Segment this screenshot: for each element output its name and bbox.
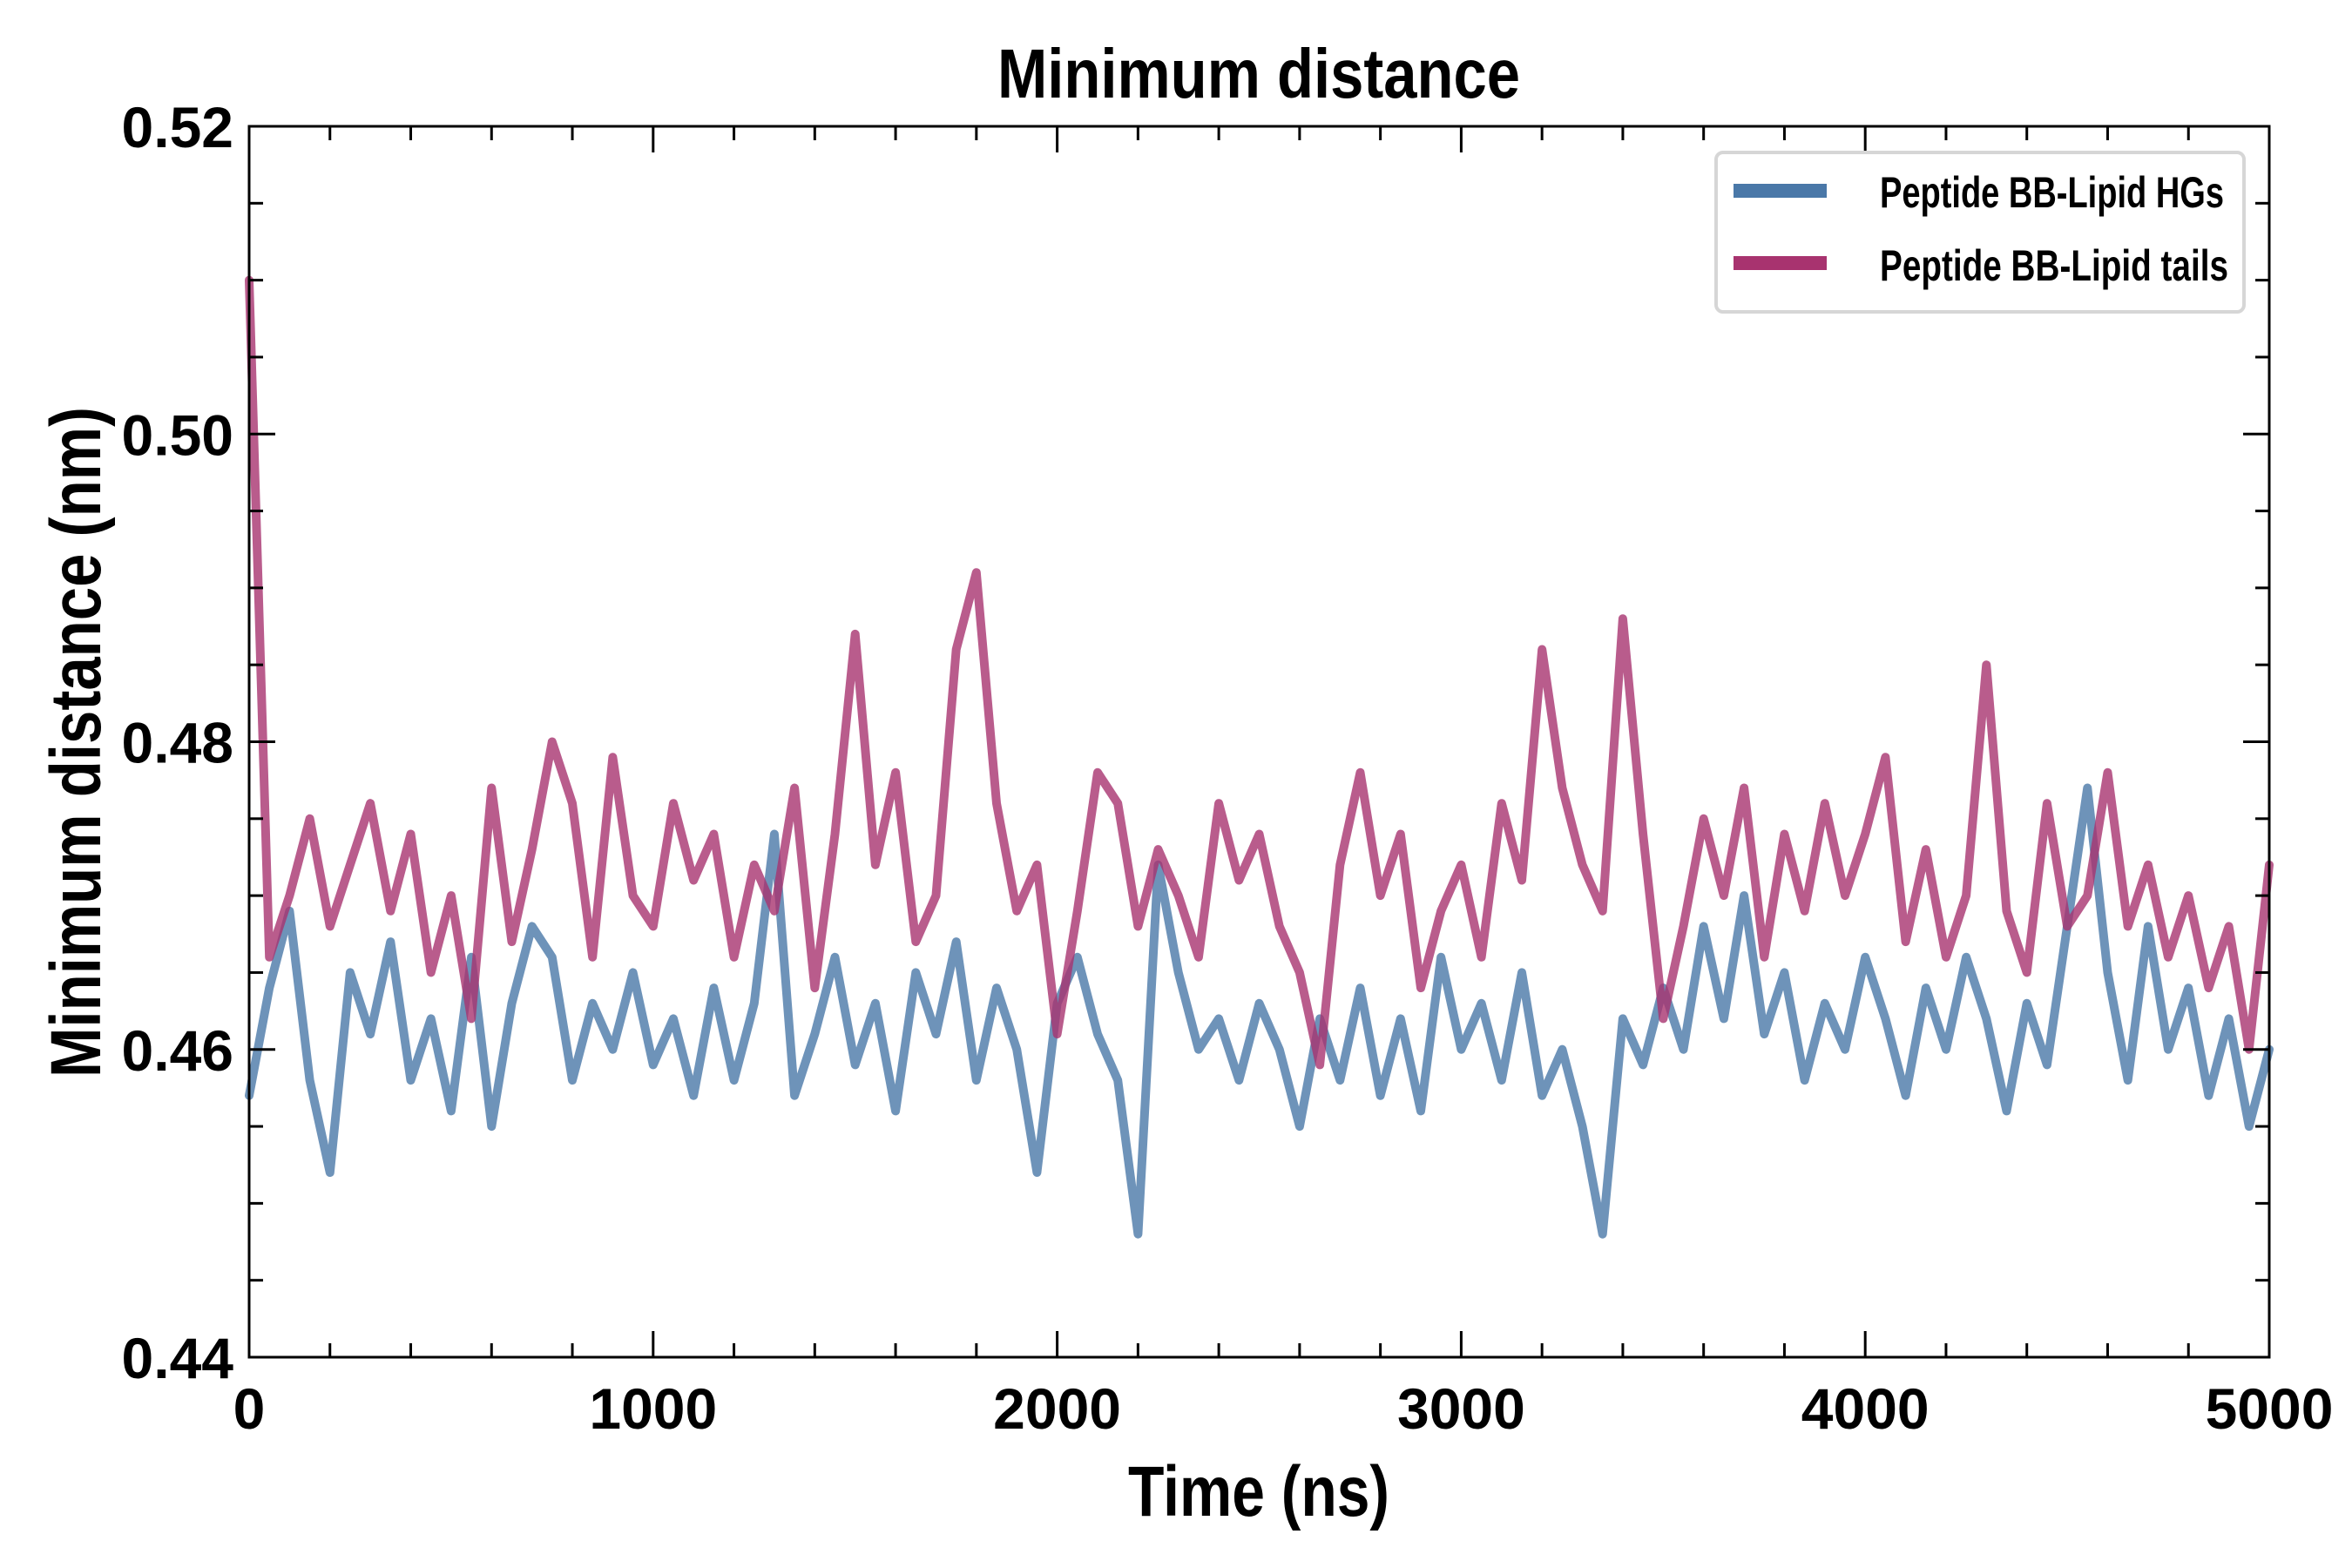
legend-label-tails: Peptide BB-Lipid tails xyxy=(1880,241,2228,290)
plot-frame xyxy=(247,125,2271,1359)
legend-label-hgs: Peptide BB-Lipid HGs xyxy=(1880,168,2224,217)
chart-title: Minimum distance xyxy=(997,35,1520,112)
x-tick-label: 4000 xyxy=(1801,1376,1930,1441)
x-tick-label: 1000 xyxy=(589,1376,717,1441)
y-tick-label: 0.50 xyxy=(122,402,233,467)
y-tick-label: 0.44 xyxy=(122,1326,234,1390)
series-line-hgs xyxy=(245,783,2274,1239)
y-tick-label: 0.52 xyxy=(122,95,233,159)
legend-box xyxy=(1714,151,2246,314)
x-tick-label: 0 xyxy=(233,1376,266,1441)
legend: Peptide BB-Lipid HGs Peptide BB-Lipid ta… xyxy=(1714,151,2246,314)
y-tick-label: 0.46 xyxy=(122,1018,233,1083)
ticks-layer: 0 1000 2000 3000 4000 5000 0.44 0.46 0.48 0.50 0.5… xyxy=(122,95,2334,1441)
series-layer xyxy=(245,275,2274,1239)
y-axis-label: Minimum distance (nm) xyxy=(37,407,116,1078)
x-axis-label: Time (ns) xyxy=(1128,1452,1389,1531)
x-tick-label: 5000 xyxy=(2206,1376,2334,1441)
series-line-tails xyxy=(245,275,2274,1070)
x-tick-label: 2000 xyxy=(993,1376,1121,1441)
y-tick-label: 0.48 xyxy=(122,711,233,775)
x-tick-label: 3000 xyxy=(1397,1376,1525,1441)
